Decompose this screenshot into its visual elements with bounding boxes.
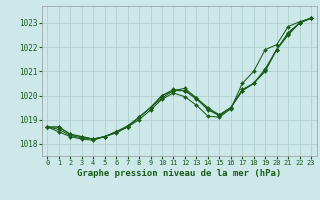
X-axis label: Graphe pression niveau de la mer (hPa): Graphe pression niveau de la mer (hPa): [77, 169, 281, 178]
